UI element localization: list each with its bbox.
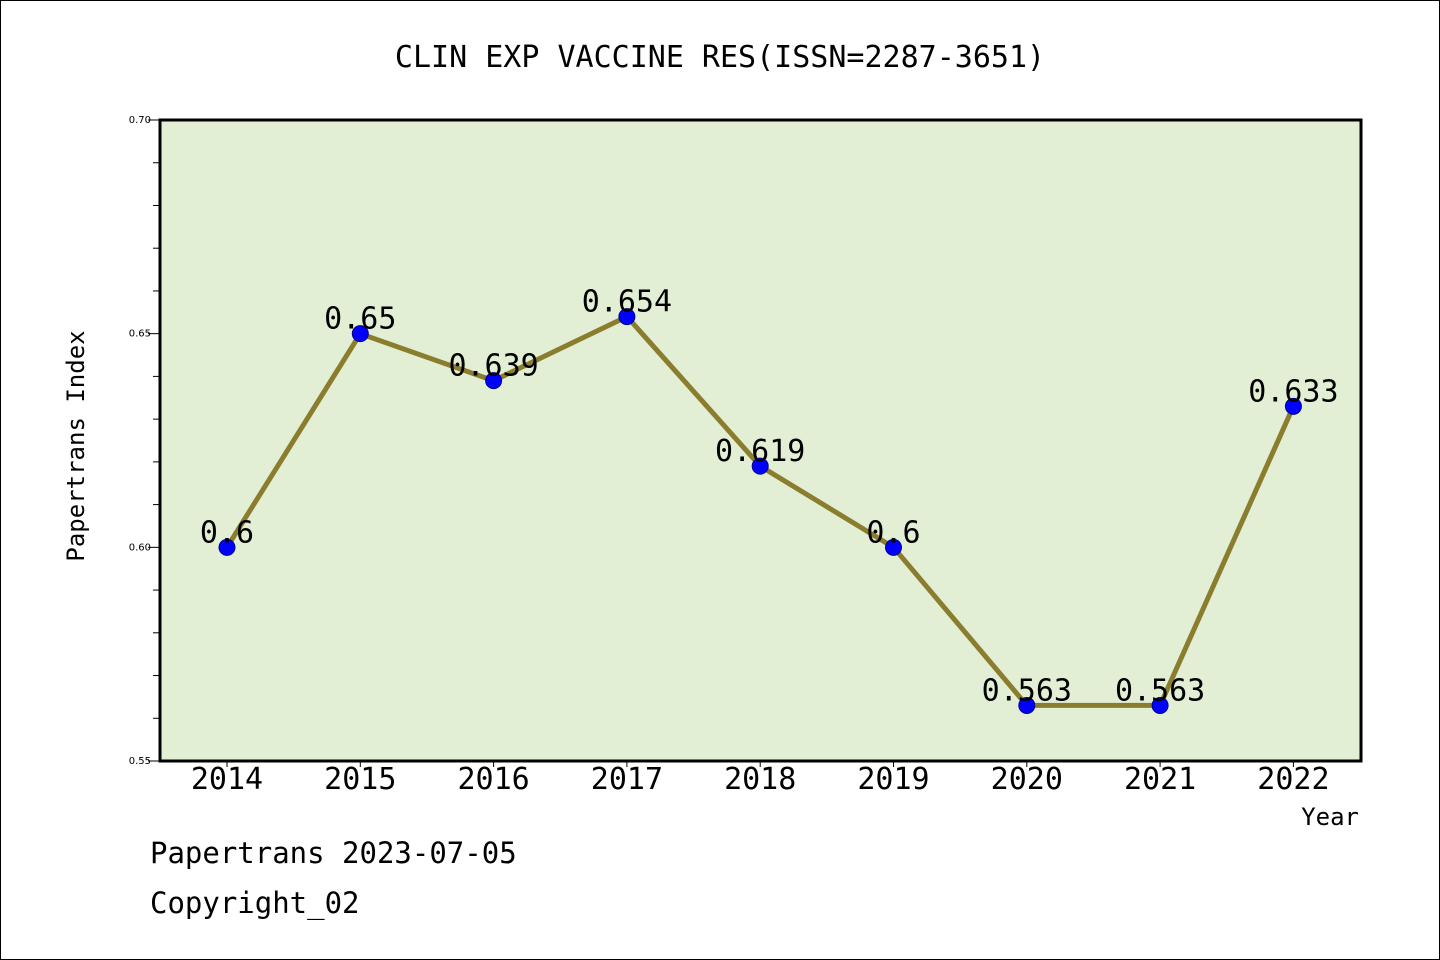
data-point xyxy=(885,538,902,556)
data-point xyxy=(1151,696,1169,714)
data-label: 0.65 xyxy=(324,302,396,337)
x-tick-label: 2014 xyxy=(191,762,263,797)
data-label: 0.6 xyxy=(866,515,920,550)
x-tick-label: 2019 xyxy=(857,762,929,797)
x-tick-label: 2017 xyxy=(591,762,663,797)
y-axis-label: Papertrans Index xyxy=(62,330,90,561)
x-tick-label: 2018 xyxy=(724,762,796,797)
data-labels: 0.6 0.65 0.639 0.654 0.619 0.6 0.563 0.563 0.633 xyxy=(200,285,1339,709)
data-point xyxy=(618,308,636,326)
data-label: 0.654 xyxy=(582,285,672,320)
data-point xyxy=(1018,696,1036,714)
x-axis: 2014 2015 2016 2017 2018 2019 2020 2021 2022 xyxy=(191,761,1330,797)
data-label: 0.563 xyxy=(1115,673,1205,708)
series xyxy=(218,308,1302,714)
x-tick-label: 2015 xyxy=(324,762,396,797)
data-point xyxy=(485,372,503,390)
data-point xyxy=(751,457,769,475)
x-tick-label: 2016 xyxy=(457,762,529,797)
plot-area xyxy=(158,118,1363,763)
y-axis: 0.55 0.60 0.65 0.70 xyxy=(129,115,160,767)
data-label: 0.563 xyxy=(982,673,1072,708)
chart-title: CLIN EXP VACCINE RES(ISSN=2287-3651) xyxy=(395,40,1045,75)
y-tick-label: 0.65 xyxy=(129,329,151,340)
data-point xyxy=(1284,397,1302,415)
footer-date: Papertrans 2023-07-05 xyxy=(150,836,517,870)
data-label: 0.633 xyxy=(1248,374,1338,409)
data-label: 0.619 xyxy=(715,434,805,469)
x-tick-label: 2022 xyxy=(1257,762,1329,797)
data-point xyxy=(351,325,369,343)
data-label: 0.639 xyxy=(448,349,538,384)
y-tick-label: 0.70 xyxy=(129,115,151,126)
x-axis-label: Year xyxy=(1301,803,1359,831)
data-point xyxy=(218,538,236,556)
y-tick-label: 0.55 xyxy=(129,756,151,767)
footer-copyright: Copyright_02 xyxy=(150,886,360,920)
x-tick-label: 2021 xyxy=(1124,762,1196,797)
data-label: 0.6 xyxy=(200,515,254,550)
x-tick-label: 2020 xyxy=(991,762,1063,797)
y-tick-label: 0.60 xyxy=(129,542,151,553)
